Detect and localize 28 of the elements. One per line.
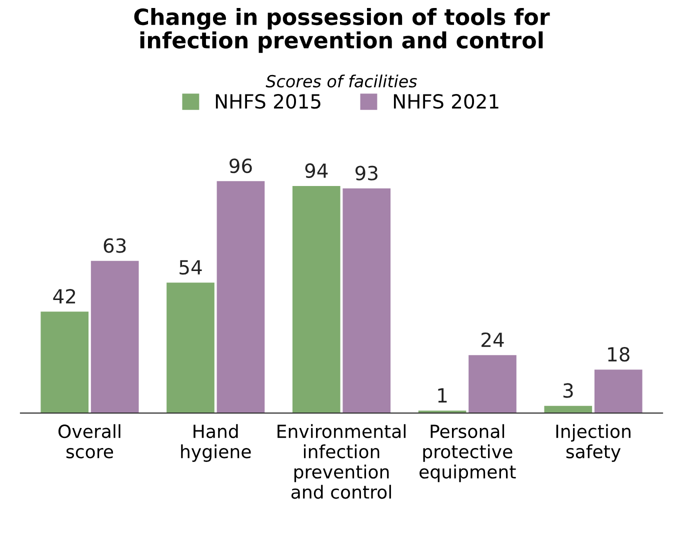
- x-tick-label: Overall score: [58, 424, 120, 458]
- data-label: 93: [355, 166, 378, 180]
- x-tick-label: Injection safety: [556, 424, 630, 462]
- data-label: 54: [180, 260, 202, 275]
- bar: [292, 186, 340, 414]
- data-label: 3: [563, 383, 573, 398]
- data-label: 63: [104, 238, 126, 253]
- bar: [342, 188, 391, 414]
- chart-title: Change in possession of tools for infection prevention and control: [134, 8, 550, 53]
- bar: [40, 312, 89, 414]
- bar: [166, 282, 214, 414]
- bar: [216, 181, 265, 414]
- chart-subtitle: Scores of facilities: [266, 74, 417, 88]
- bar: [544, 406, 592, 414]
- data-label: 24: [482, 332, 504, 347]
- data-label: 96: [230, 158, 252, 174]
- data-label: 1: [438, 388, 447, 402]
- x-tick-label: Environmental infection prevention and control: [278, 424, 406, 499]
- bar: [468, 355, 516, 414]
- bar: [594, 370, 642, 414]
- legend-label: NHFS 2015: [216, 94, 320, 109]
- data-label: 18: [608, 346, 630, 362]
- x-tick-label: Hand hygiene: [181, 424, 251, 462]
- bar: [90, 260, 139, 414]
- x-tick-label: Personal protective equipment: [420, 424, 516, 482]
- data-label: 94: [305, 163, 328, 178]
- data-label: 42: [53, 288, 76, 304]
- legend-label: NHFS 2021: [394, 94, 498, 109]
